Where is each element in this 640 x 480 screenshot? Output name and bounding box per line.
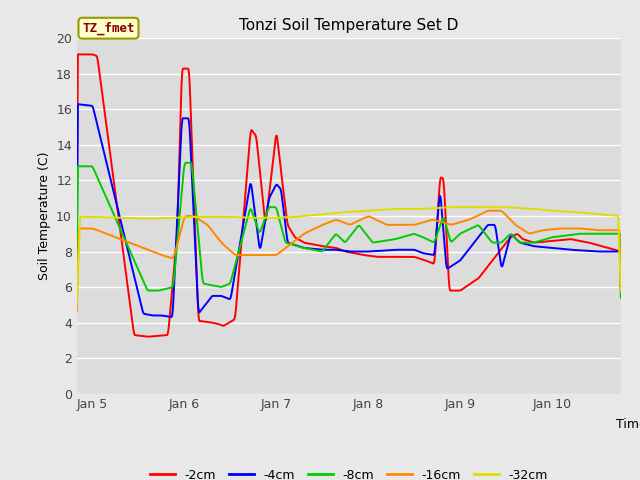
Text: TZ_fmet: TZ_fmet xyxy=(82,22,135,35)
Legend: -2cm, -4cm, -8cm, -16cm, -32cm: -2cm, -4cm, -8cm, -16cm, -32cm xyxy=(145,464,553,480)
Y-axis label: Soil Temperature (C): Soil Temperature (C) xyxy=(38,152,51,280)
X-axis label: Time: Time xyxy=(616,419,640,432)
Title: Tonzi Soil Temperature Set D: Tonzi Soil Temperature Set D xyxy=(239,18,458,33)
